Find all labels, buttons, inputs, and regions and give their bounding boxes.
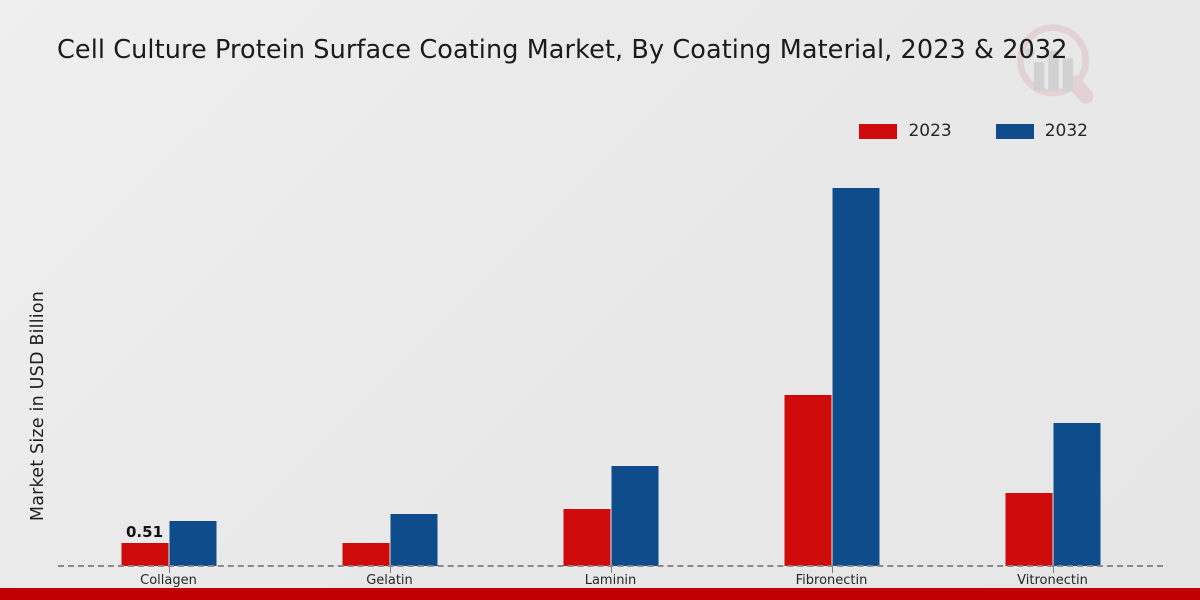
x-axis-tick [610, 566, 612, 573]
bar-2023-laminin[interactable] [563, 509, 610, 566]
x-axis-tick [168, 566, 170, 573]
bar-group: 0.51 [58, 150, 279, 573]
bar-group [721, 150, 942, 573]
y-axis-title: Market Size in USD Billion [28, 290, 48, 522]
bar-2023-collagen[interactable] [121, 542, 168, 566]
legend-label-2032: 2032 [1044, 121, 1088, 141]
x-axis-baseline [58, 565, 1163, 567]
legend-swatch-2032 [995, 123, 1034, 139]
x-axis-label-vitronectin: Vitronectin [1017, 573, 1088, 588]
bar-value-label: 0.51 [125, 522, 164, 541]
chart-legend: 2023 2032 [859, 121, 1088, 141]
bar-pair [1005, 422, 1100, 566]
bar-2032-collagen[interactable] [169, 521, 216, 566]
legend-item-2032[interactable]: 2032 [995, 121, 1088, 141]
bar-group [942, 150, 1163, 573]
bar-2032-gelatin[interactable] [390, 514, 437, 566]
x-axis-tick [1052, 566, 1054, 573]
bar-2023-gelatin[interactable] [342, 542, 389, 566]
x-axis-tick [389, 566, 391, 573]
bar-group [500, 150, 721, 573]
bar-group [279, 150, 500, 573]
legend-label-2023: 2023 [908, 121, 952, 141]
bar-groups: 0.51 [58, 150, 1163, 573]
x-axis-label-laminin: Laminin [584, 573, 637, 588]
bar-pair [121, 521, 216, 566]
bar-2032-laminin[interactable] [611, 466, 658, 566]
x-axis-label-gelatin: Gelatin [366, 573, 413, 588]
footer-band [0, 588, 1200, 600]
x-axis-label-fibronectin: Fibronectin [795, 573, 868, 588]
bar-pair [784, 187, 879, 566]
page-title: Cell Culture Protein Surface Coating Mar… [57, 35, 1068, 65]
x-axis-label-collagen: Collagen [140, 573, 197, 588]
bar-pair [563, 466, 658, 566]
bar-2023-vitronectin[interactable] [1005, 492, 1052, 566]
bar-2032-vitronectin[interactable] [1053, 422, 1100, 566]
x-axis-tick-labels: Collagen Gelatin Laminin Fibronectin Vitrone… [58, 573, 1163, 588]
bar-2032-fibronectin[interactable] [832, 187, 879, 566]
x-axis-tick [831, 566, 833, 573]
legend-item-2023[interactable]: 2023 [859, 121, 952, 141]
bar-2023-fibronectin[interactable] [784, 394, 831, 566]
bar-pair [342, 514, 437, 566]
legend-swatch-2023 [859, 123, 898, 139]
